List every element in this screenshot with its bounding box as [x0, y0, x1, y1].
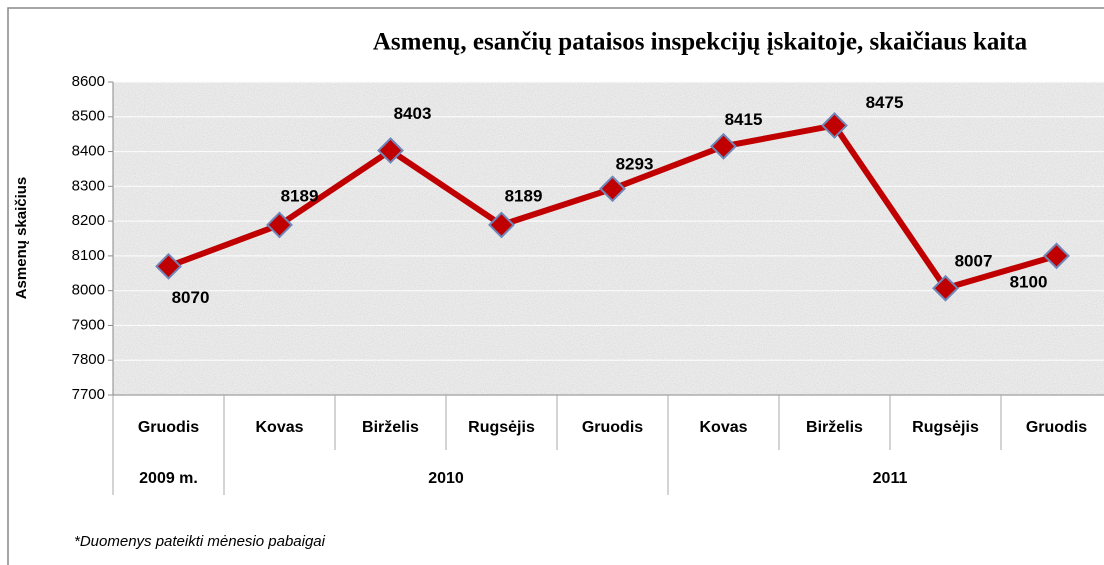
x-tick-label: Rugsėjis — [468, 419, 535, 436]
data-label: 8403 — [394, 104, 432, 123]
data-label: 8189 — [281, 186, 319, 205]
x-tick-label: Birželis — [806, 419, 863, 436]
y-tick-label: 8500 — [72, 108, 105, 125]
data-marker — [155, 252, 182, 280]
x-tick-label: Birželis — [362, 419, 419, 436]
x-tick-label: Gruodis — [138, 419, 199, 436]
x-group-label: 2011 — [873, 470, 908, 487]
x-tick-label: Gruodis — [1026, 419, 1087, 436]
data-marker — [932, 274, 959, 302]
data-marker — [377, 137, 404, 164]
data-marker — [710, 132, 737, 160]
y-tick-label: 7700 — [72, 386, 105, 403]
data-marker — [1043, 242, 1070, 270]
y-tick-label: 8100 — [72, 247, 105, 264]
y-tick-label: 8000 — [72, 282, 105, 299]
plot-texture — [113, 82, 1104, 395]
data-label: 8100 — [1010, 272, 1048, 291]
x-tick-label: Kovas — [699, 419, 747, 436]
data-label: 8007 — [955, 252, 993, 271]
y-tick-label: 8300 — [72, 177, 105, 194]
y-axis-label: Asmenų skaičius — [13, 177, 30, 300]
x-tick-label: Gruodis — [582, 419, 643, 436]
data-marker — [821, 112, 848, 139]
x-tick-label: Rugsėjis — [912, 419, 979, 436]
data-label: 8475 — [866, 93, 904, 112]
y-tick-label: 8600 — [72, 73, 105, 90]
data-label: 8293 — [616, 154, 654, 173]
y-tick-label: 8200 — [72, 212, 105, 229]
data-label: 8415 — [725, 110, 763, 129]
data-label: 8070 — [172, 288, 210, 307]
chart-title: Asmenų, esančių pataisos inspekcijų įska… — [373, 29, 1028, 56]
x-tick-label: Kovas — [255, 419, 303, 436]
data-label: 8189 — [505, 186, 543, 205]
data-marker — [599, 175, 626, 203]
data-marker — [488, 211, 515, 239]
y-tick-label: 7800 — [72, 351, 105, 368]
footnote: *Duomenys pateikti mėnesio pabaigai — [74, 533, 326, 550]
y-tick-label: 8400 — [72, 143, 105, 160]
x-group-label: 2010 — [428, 470, 464, 487]
y-tick-label: 7900 — [72, 316, 105, 333]
x-group-label: 2009 m. — [139, 470, 198, 487]
data-marker — [266, 211, 293, 239]
